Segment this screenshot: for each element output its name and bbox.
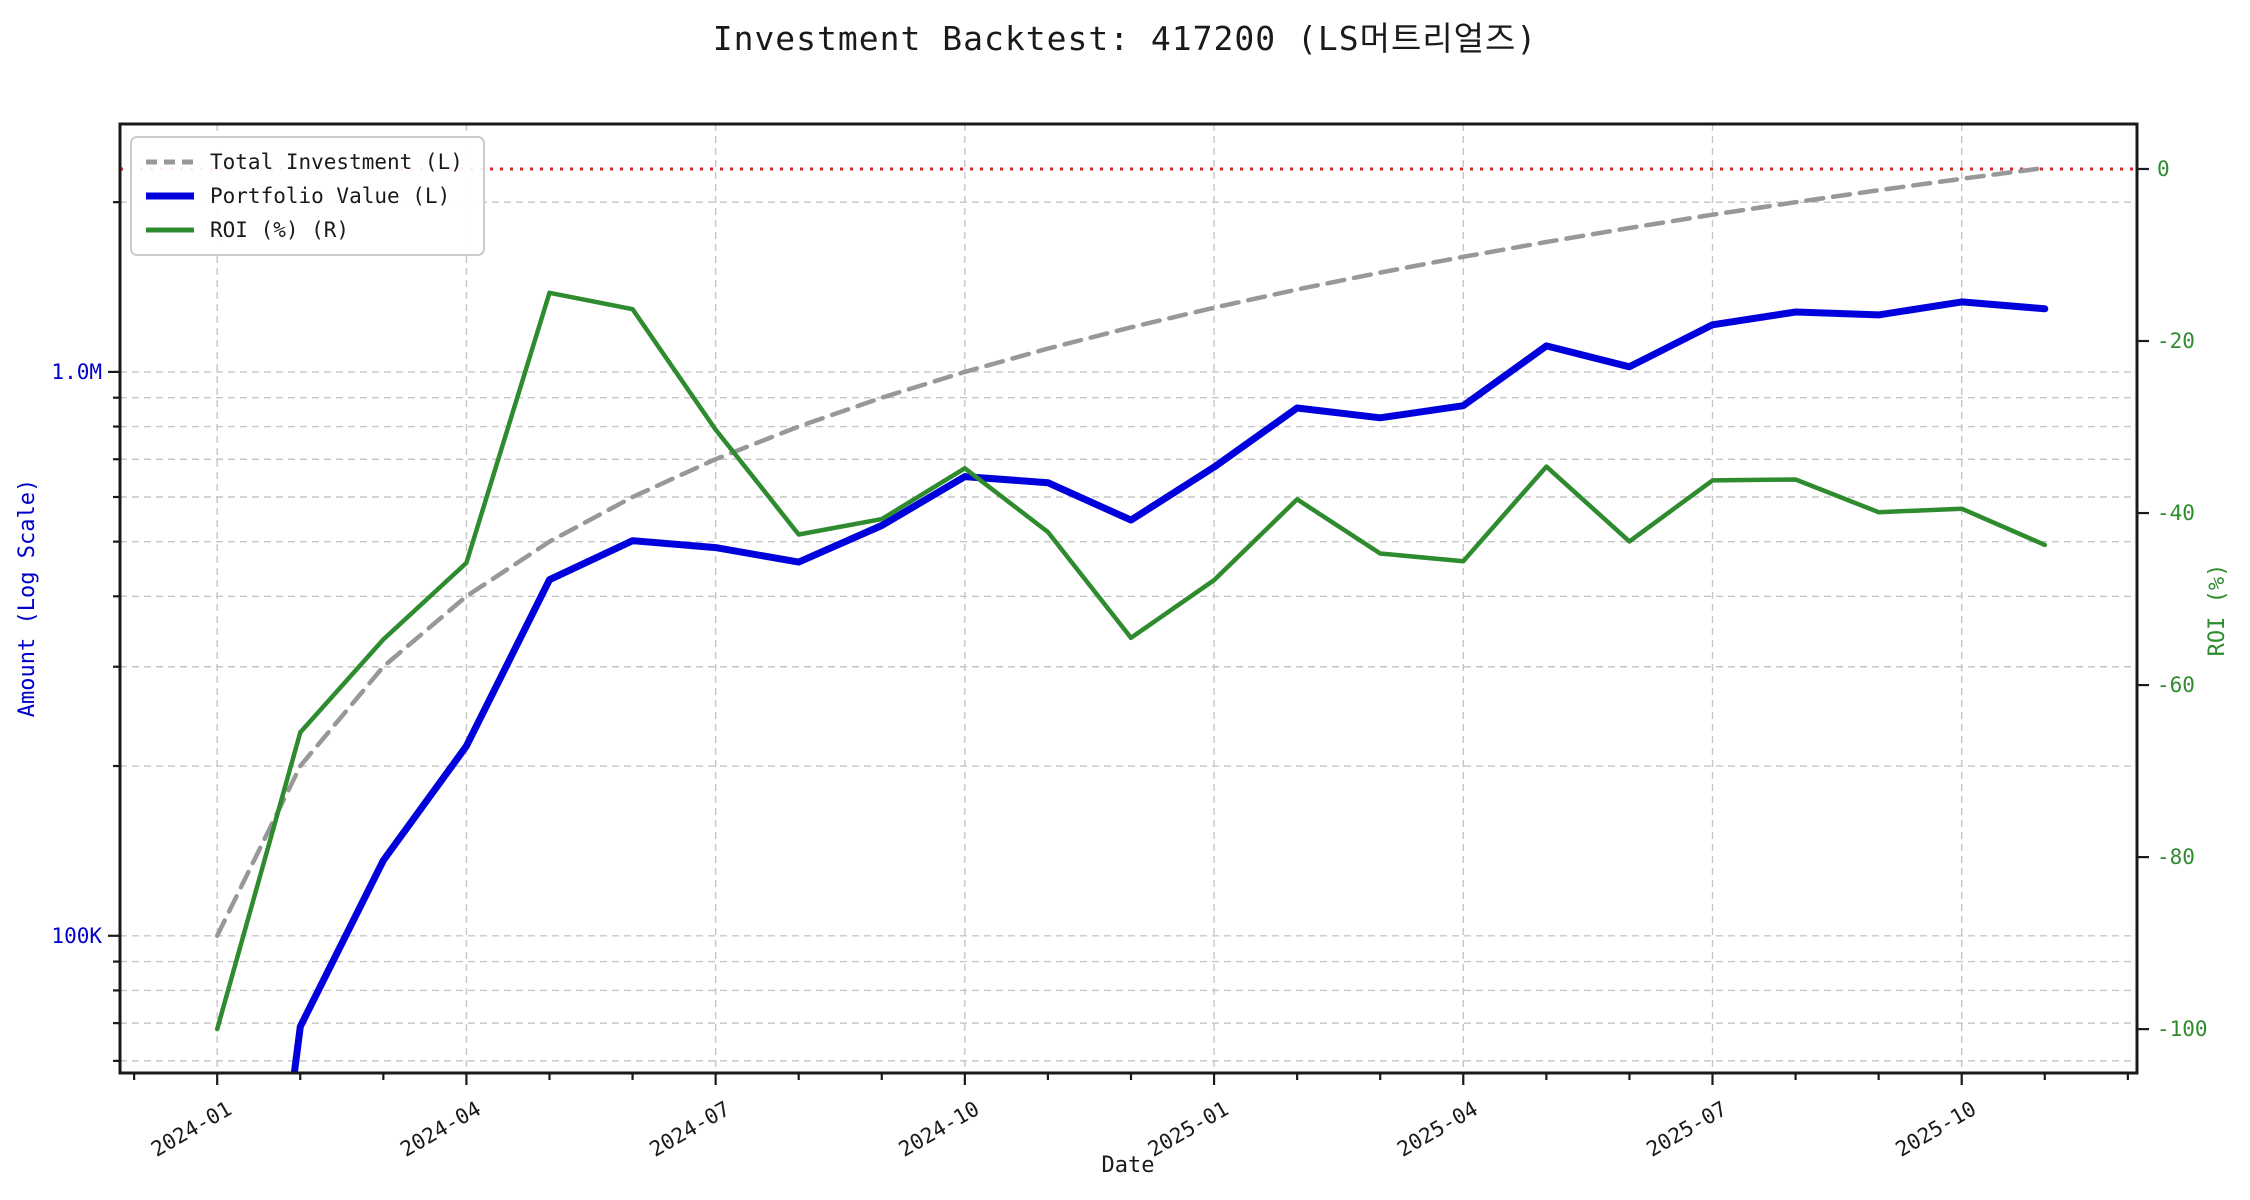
right-tick-label: -60	[2157, 673, 2195, 697]
right-tick-label: -40	[2157, 501, 2195, 525]
total-investment-line	[214, 165, 2048, 939]
chart-title: Investment Backtest: 417200 (LS머트리얼즈)	[712, 19, 1538, 58]
roi-line	[214, 290, 2048, 1032]
right-tick-label: -100	[2157, 1017, 2208, 1041]
legend: Total Investment (L) Portfolio Value (L)…	[130, 136, 485, 256]
x-tick-label: 2025-07	[1642, 1097, 1731, 1162]
grid-layer	[120, 124, 2137, 1073]
series-layer	[214, 165, 2049, 1073]
left-tick-label: 100K	[51, 924, 102, 948]
right-axis-title: ROI (%)	[2205, 564, 2230, 657]
x-tick-label: 2024-07	[645, 1097, 734, 1162]
plot-border	[118, 122, 2139, 1075]
legend-item-portfolio-value: Portfolio Value (L)	[146, 184, 463, 208]
x-tick-label: 2025-10	[1892, 1097, 1981, 1162]
left-tick-label: 1.0M	[51, 360, 102, 384]
legend-item-roi: ROI (%) (R)	[146, 218, 463, 242]
left-axis-title: Amount (Log Scale)	[15, 479, 40, 717]
legend-line-roi-icon	[146, 227, 194, 233]
legend-line-portfolio-value-icon	[146, 192, 194, 200]
legend-label-roi: ROI (%) (R)	[210, 218, 350, 242]
x-tick-label: 2024-04	[396, 1097, 485, 1162]
legend-item-total-investment: Total Investment (L)	[146, 150, 463, 174]
x-tick-label: 2025-01	[1144, 1097, 1233, 1162]
right-tick-label: 0	[2157, 157, 2170, 181]
right-tick-label: -80	[2157, 845, 2195, 869]
x-tick-label: 2025-04	[1393, 1097, 1482, 1162]
x-tick-label: 2024-01	[147, 1097, 236, 1162]
legend-label-portfolio-value: Portfolio Value (L)	[210, 184, 451, 208]
tick-layer	[108, 167, 2149, 1085]
legend-label-total-investment: Total Investment (L)	[210, 150, 463, 174]
portfolio-value-line	[290, 298, 2049, 1073]
tick-label-layer: 2024-01 2024-04 2024-07 2024-10 2025-01 2025-…	[51, 157, 2207, 1162]
legend-line-total-investment-icon	[146, 159, 194, 165]
x-tick-label: 2024-10	[895, 1097, 984, 1162]
right-tick-label: -20	[2157, 329, 2195, 353]
x-axis-title: Date	[1102, 1153, 1155, 1178]
